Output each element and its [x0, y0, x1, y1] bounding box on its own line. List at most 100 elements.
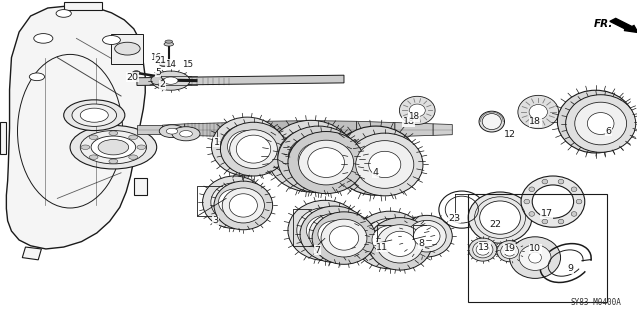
Ellipse shape	[469, 238, 497, 261]
Text: 5: 5	[155, 68, 161, 76]
Ellipse shape	[297, 208, 353, 253]
Ellipse shape	[299, 140, 354, 185]
Text: 18: 18	[529, 117, 541, 126]
Ellipse shape	[521, 176, 585, 227]
FancyArrow shape	[610, 18, 637, 33]
Ellipse shape	[409, 104, 426, 117]
Text: 6: 6	[605, 127, 612, 136]
Ellipse shape	[220, 124, 274, 169]
Ellipse shape	[542, 219, 548, 224]
Ellipse shape	[363, 219, 417, 262]
Text: 1: 1	[213, 138, 220, 147]
Polygon shape	[395, 123, 433, 137]
Ellipse shape	[571, 187, 577, 192]
Circle shape	[161, 62, 168, 66]
Ellipse shape	[230, 130, 277, 168]
Ellipse shape	[408, 220, 446, 252]
Ellipse shape	[218, 189, 250, 215]
Ellipse shape	[368, 218, 432, 270]
Circle shape	[89, 135, 98, 140]
Polygon shape	[162, 124, 185, 135]
Ellipse shape	[229, 194, 257, 217]
Ellipse shape	[151, 76, 162, 84]
Circle shape	[129, 135, 138, 140]
Circle shape	[103, 36, 120, 44]
Circle shape	[64, 100, 125, 131]
Circle shape	[70, 125, 157, 169]
Polygon shape	[64, 2, 102, 10]
Text: 20: 20	[127, 73, 138, 82]
Ellipse shape	[575, 102, 627, 145]
Polygon shape	[22, 247, 41, 260]
Ellipse shape	[159, 125, 185, 138]
Ellipse shape	[309, 213, 360, 255]
Ellipse shape	[214, 181, 273, 230]
Ellipse shape	[355, 141, 414, 188]
Ellipse shape	[288, 200, 362, 260]
Text: 9: 9	[567, 264, 573, 273]
Ellipse shape	[211, 183, 258, 222]
Text: 7: 7	[314, 246, 320, 255]
Polygon shape	[357, 121, 395, 138]
Ellipse shape	[529, 212, 534, 216]
Ellipse shape	[172, 127, 200, 141]
Text: 18: 18	[408, 112, 420, 121]
Ellipse shape	[501, 244, 519, 259]
Text: 12: 12	[504, 130, 515, 139]
Ellipse shape	[360, 148, 392, 174]
Ellipse shape	[222, 188, 264, 223]
Ellipse shape	[372, 226, 408, 254]
Ellipse shape	[497, 241, 522, 262]
Polygon shape	[312, 121, 357, 139]
Ellipse shape	[413, 225, 440, 247]
Ellipse shape	[510, 237, 561, 278]
Text: 13: 13	[478, 243, 490, 252]
Ellipse shape	[558, 179, 564, 184]
Polygon shape	[137, 125, 162, 134]
Ellipse shape	[306, 215, 343, 245]
Text: 22: 22	[490, 220, 501, 229]
Circle shape	[129, 155, 138, 159]
Ellipse shape	[166, 128, 178, 134]
Text: 10: 10	[529, 244, 541, 253]
Ellipse shape	[220, 122, 287, 176]
Text: FR.: FR.	[594, 19, 613, 29]
Ellipse shape	[329, 226, 359, 250]
Ellipse shape	[566, 95, 636, 152]
Ellipse shape	[288, 132, 364, 194]
Ellipse shape	[524, 199, 529, 204]
Ellipse shape	[180, 131, 192, 137]
Text: 15: 15	[182, 60, 193, 68]
Circle shape	[109, 159, 118, 164]
Ellipse shape	[571, 212, 577, 216]
Ellipse shape	[369, 151, 401, 178]
Circle shape	[34, 34, 53, 43]
Polygon shape	[233, 121, 261, 138]
Circle shape	[91, 136, 136, 158]
Ellipse shape	[480, 201, 520, 234]
Ellipse shape	[164, 42, 173, 46]
Ellipse shape	[312, 212, 376, 264]
Text: 21: 21	[155, 56, 166, 65]
Ellipse shape	[308, 148, 345, 178]
Text: 18: 18	[403, 117, 415, 126]
Ellipse shape	[211, 117, 283, 176]
Circle shape	[72, 104, 117, 126]
Circle shape	[56, 10, 71, 17]
Polygon shape	[137, 75, 344, 85]
Bar	[468, 194, 607, 302]
Ellipse shape	[165, 40, 173, 43]
Circle shape	[80, 108, 108, 122]
Ellipse shape	[587, 113, 614, 134]
Ellipse shape	[482, 114, 501, 130]
Polygon shape	[185, 123, 233, 137]
Text: 23: 23	[448, 214, 461, 223]
Circle shape	[137, 145, 146, 149]
Text: SY83-M0400A: SY83-M0400A	[570, 298, 621, 307]
Circle shape	[132, 71, 140, 75]
Ellipse shape	[529, 187, 534, 192]
Ellipse shape	[268, 120, 354, 192]
Text: 4: 4	[373, 168, 379, 177]
Ellipse shape	[504, 246, 515, 256]
Ellipse shape	[468, 192, 532, 243]
